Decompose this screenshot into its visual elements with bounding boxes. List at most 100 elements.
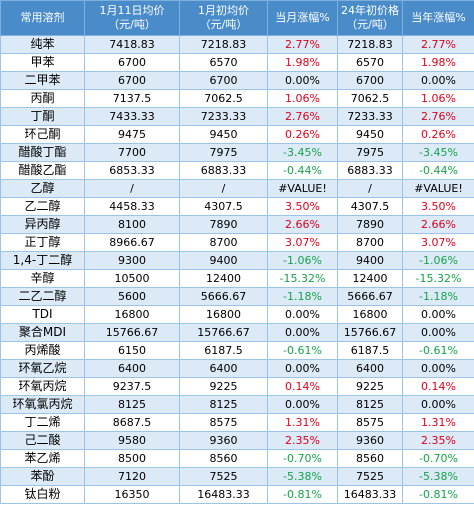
table-row: TDI 16800 16800 0.00% 16800 0.00% [0, 305, 474, 324]
header-row: 常用溶剂 1月11日均价 （元/吨） 1月初均价 （元/吨） 当月涨幅% 24年初价… [0, 0, 474, 36]
table-row: 1,4-丁二醇 9300 9400 -1.06% 9400 -1.06% [0, 251, 474, 270]
chemical-name-cell: 苯乙烯 [0, 449, 85, 468]
chemical-name-cell: 环氧乙烷 [0, 359, 85, 378]
change-percent-cell: #VALUE! [402, 179, 474, 198]
change-percent-cell: 0.26% [402, 125, 474, 144]
price-cell: 6400 [337, 359, 403, 378]
price-cell: 7525 [337, 467, 403, 486]
price-cell: 8575 [179, 413, 268, 432]
price-cell: 7975 [337, 143, 403, 162]
change-percent-cell: 3.07% [267, 233, 338, 252]
price-cell: 8966.67 [84, 233, 180, 252]
change-percent-cell: 2.76% [267, 107, 338, 126]
table-row: 环氧乙烷 6400 6400 0.00% 6400 0.00% [0, 359, 474, 378]
table-row: 丁酮 7433.33 7233.33 2.76% 7233.33 2.76% [0, 107, 474, 126]
header-cell: 1月初均价 （元/吨） [179, 0, 268, 36]
change-percent-cell: 2.77% [402, 35, 474, 54]
change-percent-cell: 1.98% [267, 53, 338, 72]
change-percent-cell: 0.00% [267, 359, 338, 378]
price-cell: 9450 [337, 125, 403, 144]
chemical-name-cell: 环己酮 [0, 125, 85, 144]
table-row: 醋酸乙酯 6853.33 6883.33 -0.44% 6883.33 -0.44% [0, 161, 474, 180]
price-cell: 9237.5 [84, 377, 180, 396]
price-cell: 6570 [337, 53, 403, 72]
change-percent-cell: 2.35% [402, 431, 474, 450]
price-cell: 16800 [337, 305, 403, 324]
change-percent-cell: 0.00% [402, 305, 474, 324]
chemical-name-cell: 环氧丙烷 [0, 377, 85, 396]
change-percent-cell: 0.00% [267, 323, 338, 342]
change-percent-cell: -5.38% [267, 467, 338, 486]
change-percent-cell: 1.98% [402, 53, 474, 72]
chemical-name-cell: 丁酮 [0, 107, 85, 126]
change-percent-cell: 2.77% [267, 35, 338, 54]
price-cell: 6150 [84, 341, 180, 360]
change-percent-cell: 0.00% [267, 305, 338, 324]
change-percent-cell: -1.18% [267, 287, 338, 306]
price-cell: 8500 [84, 449, 180, 468]
price-cell: 6700 [84, 71, 180, 90]
header-cell: 当年涨幅% [402, 0, 474, 36]
price-cell: 9360 [337, 431, 403, 450]
price-cell: 5666.67 [337, 287, 403, 306]
change-percent-cell: 3.50% [267, 197, 338, 216]
price-cell: 16483.33 [179, 485, 268, 504]
price-cell: 7137.5 [84, 89, 180, 108]
change-percent-cell: -3.45% [402, 143, 474, 162]
chemical-name-cell: 甲苯 [0, 53, 85, 72]
change-percent-cell: 1.06% [402, 89, 474, 108]
change-percent-cell: #VALUE! [267, 179, 338, 198]
table-row: 钛白粉 16350 16483.33 -0.81% 16483.33 -0.81% [0, 485, 474, 504]
price-cell: 16800 [179, 305, 268, 324]
price-cell: 7975 [179, 143, 268, 162]
chemical-name-cell: 纯苯 [0, 35, 85, 54]
chemical-name-cell: 丙烯酸 [0, 341, 85, 360]
price-cell: 4307.5 [337, 197, 403, 216]
table-row: 丙烯酸 6150 6187.5 -0.61% 6187.5 -0.61% [0, 341, 474, 360]
price-cell: 7062.5 [337, 89, 403, 108]
table-row: 辛醇 10500 12400 -15.32% 12400 -15.32% [0, 269, 474, 288]
price-cell: 15766.67 [337, 323, 403, 342]
price-cell: 8125 [337, 395, 403, 414]
price-cell: 9580 [84, 431, 180, 450]
change-percent-cell: 3.50% [402, 197, 474, 216]
change-percent-cell: -3.45% [267, 143, 338, 162]
change-percent-cell: -15.32% [402, 269, 474, 288]
price-cell: 7120 [84, 467, 180, 486]
price-cell: 16800 [84, 305, 180, 324]
price-cell: 6853.33 [84, 161, 180, 180]
change-percent-cell: 2.76% [402, 107, 474, 126]
change-percent-cell: 1.31% [267, 413, 338, 432]
change-percent-cell: -1.06% [267, 251, 338, 270]
table-row: 醋酸丁酯 7700 7975 -3.45% 7975 -3.45% [0, 143, 474, 162]
chemical-name-cell: 乙醇 [0, 179, 85, 198]
table-row: 丁二烯 8687.5 8575 1.31% 8575 1.31% [0, 413, 474, 432]
chemical-name-cell: 辛醇 [0, 269, 85, 288]
chemical-name-cell: TDI [0, 305, 85, 324]
price-cell: 6700 [84, 53, 180, 72]
change-percent-cell: -0.44% [267, 161, 338, 180]
chemical-name-cell: 己二酸 [0, 431, 85, 450]
chemical-name-cell: 1,4-丁二醇 [0, 251, 85, 270]
table-row: 苯酚 7120 7525 -5.38% 7525 -5.38% [0, 467, 474, 486]
change-percent-cell: -0.70% [402, 449, 474, 468]
price-cell: 7218.83 [179, 35, 268, 54]
chemical-name-cell: 丁二烯 [0, 413, 85, 432]
price-cell: 7890 [337, 215, 403, 234]
price-cell: 6883.33 [337, 161, 403, 180]
table-row: 二甲苯 6700 6700 0.00% 6700 0.00% [0, 71, 474, 90]
price-cell: 8100 [84, 215, 180, 234]
price-cell: 5666.67 [179, 287, 268, 306]
chemical-name-cell: 正丁醇 [0, 233, 85, 252]
change-percent-cell: 2.66% [267, 215, 338, 234]
table-body: 纯苯 7418.83 7218.83 2.77% 7218.83 2.77% 甲苯 6700 6… [0, 35, 474, 504]
table-row: 环氧丙烷 9237.5 9225 0.14% 9225 0.14% [0, 377, 474, 396]
price-cell: 5600 [84, 287, 180, 306]
table-row: 纯苯 7418.83 7218.83 2.77% 7218.83 2.77% [0, 35, 474, 54]
change-percent-cell: 1.06% [267, 89, 338, 108]
price-cell: 6883.33 [179, 161, 268, 180]
price-cell: 10500 [84, 269, 180, 288]
header-cell: 24年初价格 （元/吨） [337, 0, 403, 36]
price-cell: 8125 [84, 395, 180, 414]
table-row: 环氧氯丙烷 8125 8125 0.00% 8125 0.00% [0, 395, 474, 414]
